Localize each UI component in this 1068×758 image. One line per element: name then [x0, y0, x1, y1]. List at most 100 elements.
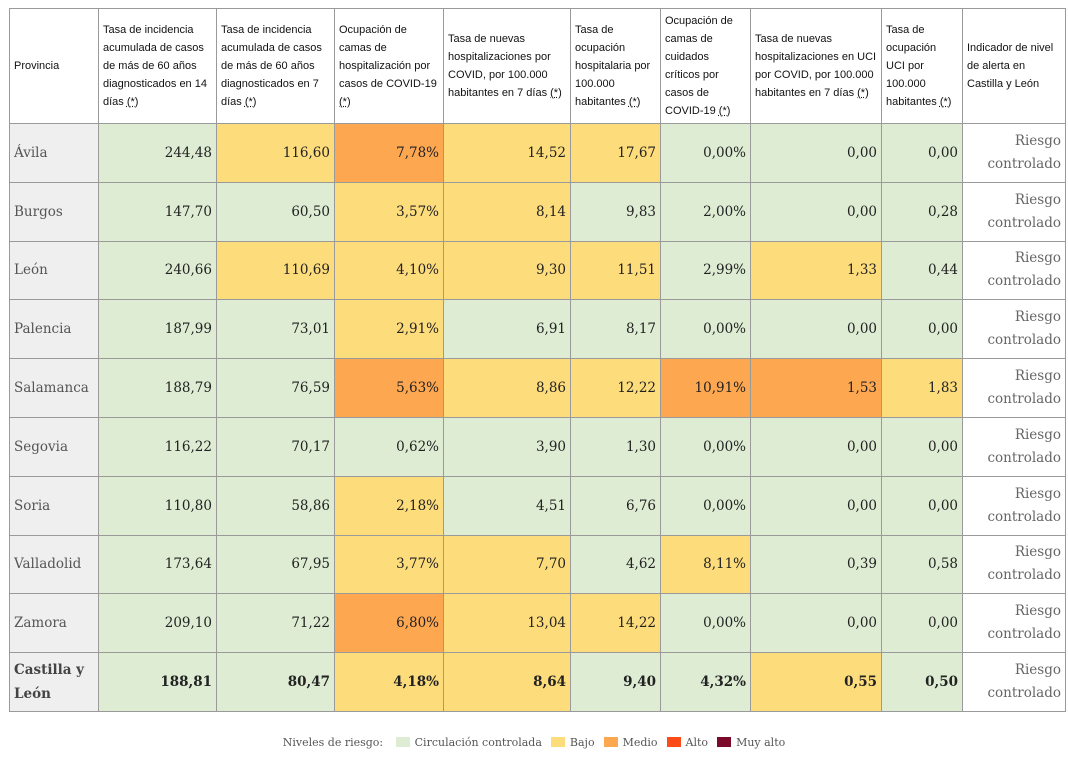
indicator-cell: 6,80%	[334, 593, 444, 654]
indicator-cell: 10,91%	[660, 358, 751, 418]
indicator-cell: 8,11%	[660, 534, 751, 595]
indicator-cell: 6,91	[443, 299, 571, 360]
header-col-5: Tasa de ocupación hospitalaria por 100.0…	[570, 8, 661, 124]
footnote-marker[interactable]: (*)	[857, 87, 869, 99]
indicator-cell: 0,00%	[660, 593, 751, 654]
indicator-cell: 1,30	[570, 416, 661, 477]
footnote-marker[interactable]: (*)	[339, 96, 351, 108]
footnote-marker[interactable]: (*)	[628, 96, 641, 108]
alert-level-cell: Riesgo controlado	[962, 240, 1066, 301]
table-row: Salamanca 188,79 76,59 5,63% 8,86 12,22 10,91%…	[9, 358, 1066, 418]
table-row: Palencia 187,99 73,01 2,91% 6,91 8,17 0,00% 0,0…	[9, 299, 1066, 360]
indicator-cell: 240,66	[98, 240, 217, 301]
indicator-cell: 0,50	[881, 652, 963, 712]
legend-label: Niveles de riesgo:	[282, 736, 384, 749]
indicator-cell: 0,00	[881, 123, 963, 183]
province-name: Soria	[9, 475, 99, 536]
alert-level-cell: Riesgo controlado	[962, 299, 1066, 360]
indicator-cell: 6,76	[570, 475, 661, 536]
indicator-cell: 3,90	[443, 416, 571, 477]
alert-level-cell: Riesgo controlado	[962, 123, 1066, 183]
indicator-cell: 0,00%	[660, 123, 751, 183]
indicator-cell: 244,48	[98, 123, 217, 183]
header-col-3: Ocupación de camas de hospitalización po…	[334, 8, 444, 124]
table-row: Zamora 209,10 71,22 6,80% 13,04 14,22 0,00% 0,0…	[9, 593, 1066, 654]
indicator-cell: 116,60	[216, 123, 335, 183]
legend-item: Medio	[603, 736, 658, 749]
indicator-cell: 0,58	[881, 534, 963, 595]
indicator-cell: 73,01	[216, 299, 335, 360]
indicator-cell: 14,22	[570, 593, 661, 654]
risk-indicators-table: Provincia Tasa de incidencia acumulada de…	[9, 8, 1066, 712]
indicator-cell: 17,67	[570, 123, 661, 183]
alert-level-cell: Riesgo controlado	[962, 181, 1066, 242]
province-name: Segovia	[9, 416, 99, 477]
indicator-cell: 7,78%	[334, 123, 444, 183]
alert-level-cell: Riesgo controlado	[962, 534, 1066, 595]
indicator-cell: 0,55	[750, 652, 882, 712]
header-col-6: Ocupación de camas de cuidados críticos …	[660, 8, 751, 124]
table-row: Soria 110,80 58,86 2,18% 4,51 6,76 0,00% 0,00 0,…	[9, 475, 1066, 536]
legend-item: Bajo	[550, 736, 595, 749]
indicator-cell: 4,51	[443, 475, 571, 536]
indicator-cell: 110,80	[98, 475, 217, 536]
province-name: Valladolid	[9, 534, 99, 595]
indicator-cell: 0,00	[881, 416, 963, 477]
indicator-cell: 80,47	[216, 652, 335, 712]
table-row: Valladolid 173,64 67,95 3,77% 7,70 4,62 8,11% 0…	[9, 534, 1066, 595]
alert-level-cell: Riesgo controlado	[962, 593, 1066, 654]
indicator-cell: 9,83	[570, 181, 661, 242]
indicator-cell: 0,00	[881, 593, 963, 654]
indicator-cell: 70,17	[216, 416, 335, 477]
footnote-marker[interactable]: (*)	[718, 105, 731, 117]
indicator-cell: 0,00	[881, 475, 963, 536]
province-name: Palencia	[9, 299, 99, 360]
indicator-cell: 8,86	[443, 358, 571, 418]
legend-swatch	[717, 737, 732, 747]
indicator-cell: 116,22	[98, 416, 217, 477]
indicator-cell: 209,10	[98, 593, 217, 654]
indicator-cell: 12,22	[570, 358, 661, 418]
indicator-cell: 2,00%	[660, 181, 751, 242]
indicator-cell: 0,44	[881, 240, 963, 301]
indicator-cell: 0,62%	[334, 416, 444, 477]
indicator-cell: 188,81	[98, 652, 217, 712]
header-col-7: Tasa de nuevas hospitalizaciones en UCI …	[750, 8, 882, 124]
indicator-cell: 13,04	[443, 593, 571, 654]
header-row: Provincia Tasa de incidencia acumulada de…	[9, 8, 1066, 124]
indicator-cell: 0,00%	[660, 475, 751, 536]
province-name: León	[9, 240, 99, 301]
indicator-cell: 9,30	[443, 240, 571, 301]
footnote-marker[interactable]: (*)	[126, 96, 139, 108]
indicator-cell: 0,00	[750, 181, 882, 242]
legend-swatch	[666, 737, 681, 747]
indicator-cell: 58,86	[216, 475, 335, 536]
indicator-cell: 0,28	[881, 181, 963, 242]
legend-item: Circulación controlada	[395, 736, 542, 749]
indicator-cell: 0,00	[881, 299, 963, 360]
footnote-marker[interactable]: (*)	[244, 96, 257, 108]
province-name: Salamanca	[9, 358, 99, 418]
province-name: Castilla y León	[9, 652, 99, 712]
indicator-cell: 76,59	[216, 358, 335, 418]
indicator-cell: 1,83	[881, 358, 963, 418]
header-col-2: Tasa de incidencia acumulada de casos de…	[216, 8, 335, 124]
legend-swatch	[395, 737, 410, 747]
indicator-cell: 187,99	[98, 299, 217, 360]
header-col-4: Tasa de nuevas hospitalizaciones por COV…	[443, 8, 571, 124]
footnote-marker[interactable]: (*)	[939, 96, 952, 108]
indicator-cell: 3,57%	[334, 181, 444, 242]
alert-level-cell: Riesgo controlado	[962, 652, 1066, 712]
indicator-cell: 147,70	[98, 181, 217, 242]
indicator-cell: 0,00	[750, 475, 882, 536]
header-provincia: Provincia	[9, 8, 99, 124]
province-name: Burgos	[9, 181, 99, 242]
indicator-cell: 188,79	[98, 358, 217, 418]
alert-level-cell: Riesgo controlado	[962, 416, 1066, 477]
footnote-marker[interactable]: (*)	[550, 87, 562, 99]
indicator-cell: 0,00	[750, 593, 882, 654]
indicator-cell: 173,64	[98, 534, 217, 595]
legend-item: Muy alto	[717, 736, 785, 749]
indicator-cell: 11,51	[570, 240, 661, 301]
indicator-cell: 2,99%	[660, 240, 751, 301]
